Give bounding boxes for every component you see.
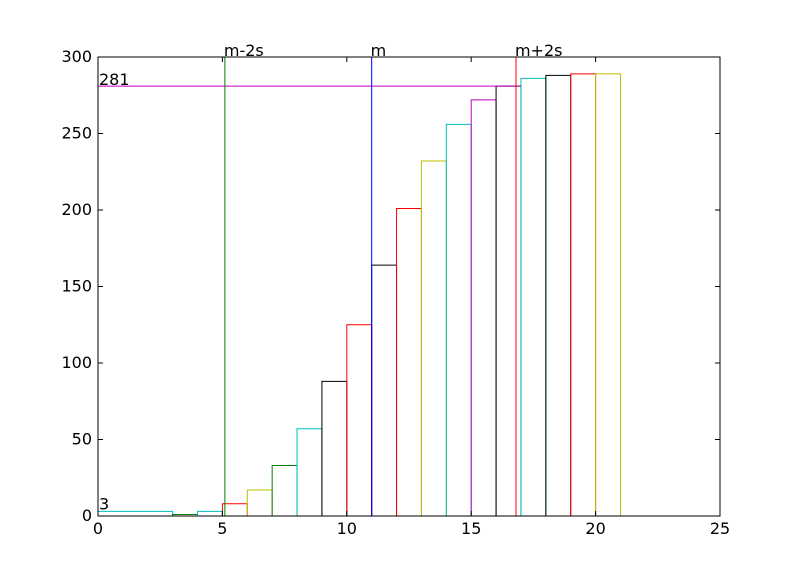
horizontal-line-label: 281 [99, 70, 130, 89]
plot-area [98, 57, 720, 516]
y-tick-label-50: 50 [72, 430, 92, 449]
labels-layer: 281 m-2s m m+2s 3 [99, 41, 562, 513]
y-tick-label-200: 200 [61, 200, 92, 219]
vertical-line-label-m+2s: m+2s [515, 41, 563, 60]
x-tick-label-20: 20 [585, 519, 605, 538]
y-tick-label-0: 0 [82, 506, 92, 525]
x-tick-label-0: 0 [93, 519, 103, 538]
x-tick-label-10: 10 [337, 519, 357, 538]
y-tick-label-250: 250 [61, 124, 92, 143]
x-tick-label-5: 5 [217, 519, 227, 538]
y-tick-label-300: 300 [61, 47, 92, 66]
histogram-bar-18 [595, 73, 621, 516]
annotation-0: 3 [99, 494, 109, 513]
reference-lines-layer [98, 57, 521, 516]
vertical-line-label-m-2s: m-2s [224, 41, 264, 60]
y-tick-label-100: 100 [61, 353, 92, 372]
x-tick-label-25: 25 [710, 519, 730, 538]
y-tick-label-150: 150 [61, 277, 92, 296]
x-tick-label-15: 15 [461, 519, 481, 538]
vertical-line-label-m: m [371, 41, 387, 60]
